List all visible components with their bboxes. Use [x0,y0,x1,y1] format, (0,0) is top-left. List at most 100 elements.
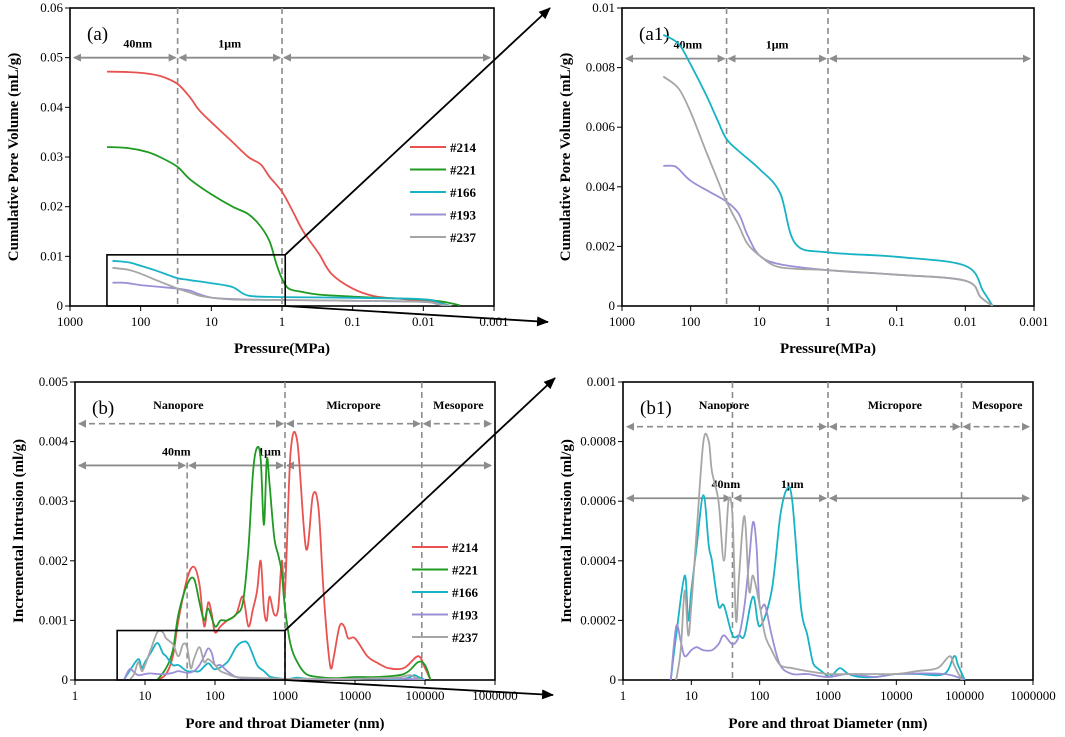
y-tick-label: 0.0008 [580,434,616,449]
y-tick-label: 0.002 [586,238,615,253]
series-group [662,34,994,306]
legend-label: #214 [452,540,479,555]
x-axis-title: Pore and throat Diameter (nm) [728,716,927,732]
series-line-166 [669,485,966,680]
legend-label: #166 [450,185,477,200]
series-group [669,432,966,680]
y-tick-label: 0.02 [40,199,63,214]
range-label: 40nm [123,37,152,51]
y-tick-label: 0.005 [39,374,68,389]
range-label: 1μm [218,37,241,51]
panel-a: 0 0.01 0.02 0.03 0.04 0.05 0.06 1000 100 10 1 0.1 0.… [6,0,509,357]
x-axis-title: Pressure(MPa) [780,341,876,357]
y-tick-label: 0.004 [39,434,69,449]
range-label: 1μm [781,477,804,491]
panel-a1: 0 0.002 0.004 0.006 0.008 0.01 1000 100 10 1 0.1 0.… [558,0,1049,357]
y-tick-label: 0.002 [39,553,68,568]
y-tick-label: 0.003 [39,493,68,508]
region-label: Micropore [868,398,923,412]
x-tick-label: 1 [825,314,832,329]
y-tick-label: 0.03 [40,149,63,164]
panel-b1: 0 0.0002 0.0004 0.0006 0.0008 0.001 1 10 100 1000… [559,374,1056,732]
x-tick-label: 10 [685,688,698,703]
x-tick-label: 100 [131,314,151,329]
x-tick-label: 100000 [945,688,984,703]
x-tick-label: 1000 [609,314,635,329]
x-tick-label: 1 [279,314,286,329]
x-tick-label: 10000 [339,688,372,703]
zoom-box [116,629,286,681]
x-tick-label: 1 [620,688,627,703]
y-tick-label: 0.001 [587,374,616,389]
x-tick-label: 100 [205,688,225,703]
series-group [106,70,461,306]
x-tick-label: 100 [681,314,701,329]
series-line-237 [128,629,423,680]
x-tick-label: 1000 [57,314,83,329]
zoom-connector-arrow [284,377,556,632]
y-tick-label: 0 [57,298,64,313]
range-label: 40nm [712,477,741,491]
x-axis-title: Pressure(MPa) [234,341,330,357]
legend-label: #193 [452,608,479,623]
x-tick-label: 0.1 [889,314,905,329]
region-label: Nanopore [699,398,750,412]
x-tick-label: 0.1 [345,314,361,329]
series-line-237 [112,266,452,306]
y-axis-title: Incremental Intrusion (ml/g) [11,439,27,623]
panel-b: 0 0.001 0.002 0.003 0.004 0.005 1 10 100 1000 1000… [11,374,518,732]
zoom-box [106,254,287,307]
y-axis-title: Incremental Intrusion (ml/g) [559,439,575,623]
y-tick-label: 0.001 [39,612,68,627]
y-tick-label: 0.0004 [580,553,616,568]
range-label: 1μm [766,38,789,52]
y-tick-label: 0.006 [586,119,616,134]
y-tick-label: 0.01 [40,248,63,263]
legend-label: #166 [452,585,479,600]
y-tick-label: 0.01 [592,0,615,15]
x-tick-label: 10 [205,314,218,329]
x-tick-label: 100 [750,688,770,703]
series-line-193 [663,164,994,306]
region-label: Mesopore [972,398,1023,412]
x-tick-label: 0.001 [479,314,508,329]
series-line-166 [662,34,994,306]
zoom-connectors [284,7,556,700]
region-label: Micropore [326,398,381,412]
x-tick-label: 10000 [880,688,913,703]
panel-label: (b) [92,398,114,419]
x-tick-label: 0.001 [1019,314,1048,329]
panel-label: (a1) [639,24,670,45]
series-line-193 [669,520,965,680]
zoom-connector-arrow [284,679,554,700]
x-tick-label: 1000 [815,688,841,703]
y-tick-label: 0.06 [40,0,63,15]
y-axis-title: Cumulative Pore Volume (mL/g) [558,53,574,261]
y-tick-label: 0.04 [40,99,63,114]
legend-label: #193 [450,208,477,223]
series-line-166 [112,259,452,306]
x-axis-title: Pore and throat Diameter (nm) [185,716,384,732]
series-line-214 [106,70,445,304]
x-tick-label: 0.01 [954,314,977,329]
series-group [123,430,432,680]
legend-label: #237 [452,630,479,645]
series-line-221 [156,445,432,680]
x-tick-label: 10 [139,688,152,703]
x-tick-label: 10 [753,314,766,329]
legend-label: #221 [452,563,478,578]
series-line-237 [662,75,994,306]
zoom-connector-arrow [285,305,549,327]
y-tick-label: 0 [610,672,617,687]
y-axis-title: Cumulative Pore Volume (mL/g) [6,53,22,261]
legend-label: #214 [450,140,477,155]
panel-label: (a) [87,24,108,45]
y-tick-label: 0.05 [40,50,63,65]
range-label: 40nm [673,38,702,52]
range-label: 1μm [258,444,281,458]
legend-label: #221 [450,163,476,178]
zoom-connector-arrow [284,7,551,256]
series-line-214 [156,430,432,680]
region-label: Mesopore [433,398,484,412]
